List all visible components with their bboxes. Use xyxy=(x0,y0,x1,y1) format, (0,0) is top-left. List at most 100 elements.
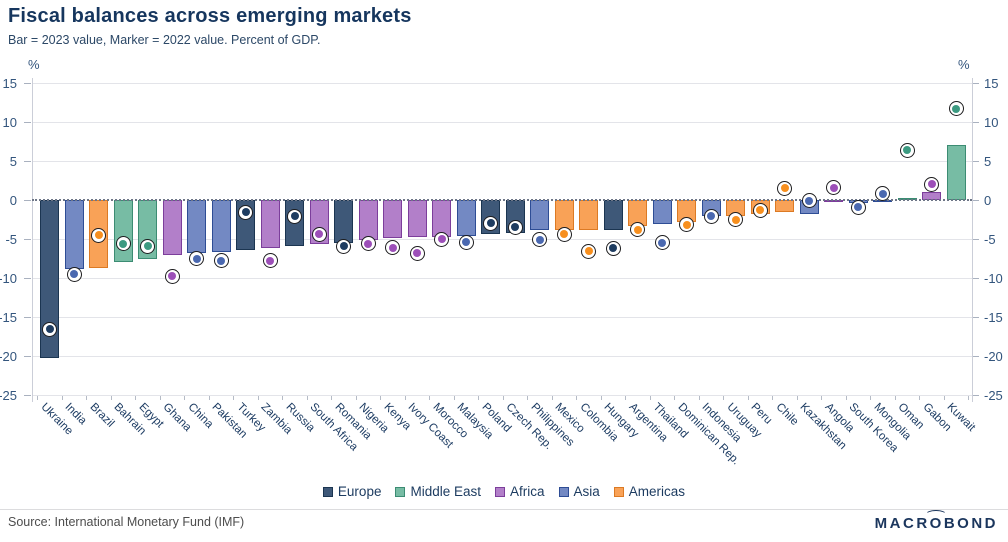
y-tick-label-right: -20 xyxy=(984,349,1003,364)
legend-item-middle-east: Middle East xyxy=(395,484,481,499)
y-tick-left xyxy=(24,239,31,240)
x-axis-tick xyxy=(355,396,357,400)
x-axis-tick xyxy=(257,396,259,400)
y-tick-left xyxy=(24,278,31,279)
y-tick-label-right: 0 xyxy=(984,193,992,208)
bar-kuwait xyxy=(946,145,966,200)
x-axis-tick xyxy=(184,396,185,400)
y-tick-right xyxy=(972,200,979,201)
x-axis-tick xyxy=(919,396,920,400)
chart-subtitle: Bar = 2023 value, Marker = 2022 value. P… xyxy=(8,33,321,47)
y-tick-label-right: 15 xyxy=(984,76,999,91)
marker-india xyxy=(66,266,82,282)
marker-dot xyxy=(413,249,421,258)
marker-nigeria xyxy=(360,236,376,252)
marker-dot xyxy=(192,254,201,263)
x-axis-tick xyxy=(502,396,504,400)
y-tick-left xyxy=(24,122,31,123)
marker-philippines xyxy=(532,232,547,248)
legend-swatch-europe xyxy=(322,486,333,497)
legend-label: Asia xyxy=(573,484,600,499)
marker-dot xyxy=(290,212,299,221)
x-axis-tick xyxy=(649,396,651,400)
marker-dot xyxy=(854,203,862,212)
marker-south-africa xyxy=(311,226,327,242)
x-axis-tick xyxy=(527,396,528,400)
marker-mexico xyxy=(556,226,572,242)
marker-dot xyxy=(535,235,544,244)
marker-dot xyxy=(143,242,152,251)
marker-dot xyxy=(584,247,593,256)
marker-ukraine xyxy=(42,321,57,337)
bar-colombia xyxy=(579,200,598,230)
marker-dot xyxy=(266,256,274,265)
logo-arc-o: O xyxy=(924,510,948,532)
y-tick-label-left: -5 xyxy=(5,232,17,247)
source-text: Source: International Monetary Fund (IMF… xyxy=(8,515,245,529)
marker-gabon xyxy=(924,176,939,192)
marker-uruguay xyxy=(728,212,743,227)
marker-dot xyxy=(731,215,740,224)
x-axis-tick xyxy=(772,396,773,400)
marker-turkey xyxy=(238,204,253,220)
x-axis-tick xyxy=(600,396,602,400)
marker-malaysia xyxy=(458,234,474,250)
y-tick-label-right: 5 xyxy=(984,154,992,169)
x-axis-tick xyxy=(821,396,822,400)
x-axis-tick xyxy=(478,396,479,400)
marker-dot xyxy=(45,325,54,334)
x-axis-tick xyxy=(404,396,406,400)
marker-bahrain xyxy=(115,236,131,252)
x-axis-tick xyxy=(331,396,332,400)
x-axis-tick xyxy=(625,396,626,400)
y-tick-left xyxy=(24,356,31,357)
bar-zambia xyxy=(260,200,280,249)
y-tick-left xyxy=(24,83,31,84)
x-axis-tick xyxy=(576,396,577,400)
x-axis-tick xyxy=(233,396,234,400)
y-tick-right xyxy=(972,317,979,318)
y-tick-left xyxy=(24,395,31,396)
footer-divider xyxy=(0,509,1008,510)
marker-dot xyxy=(437,235,446,243)
legend: Europe Middle East Africa Asia Americas xyxy=(0,484,1008,499)
gridline xyxy=(32,278,972,279)
marker-argentina xyxy=(630,222,645,238)
y-tick-left xyxy=(24,200,31,201)
x-axis-tick xyxy=(698,396,700,400)
x-axis-tick xyxy=(894,396,896,400)
x-axis-tick xyxy=(159,396,161,400)
y-tick-label-left: -15 xyxy=(0,310,17,325)
legend-label: Europe xyxy=(337,484,382,499)
marker-dot xyxy=(388,243,397,252)
x-axis-tick xyxy=(110,396,112,400)
gridline xyxy=(32,239,972,240)
legend-label: Americas xyxy=(628,484,686,499)
gridline xyxy=(32,122,972,123)
y-axis-unit-left: % xyxy=(28,57,40,72)
marker-hungary xyxy=(605,240,621,256)
y-tick-label-left: -20 xyxy=(0,349,17,364)
marker-ivory-coast xyxy=(409,245,425,261)
legend-swatch-africa xyxy=(495,486,506,497)
marker-dot xyxy=(878,189,887,198)
marker-dot xyxy=(805,196,813,205)
y-tick-label-left: 10 xyxy=(2,115,17,130)
legend-swatch-americas xyxy=(613,486,624,497)
x-axis-tick xyxy=(796,396,798,400)
x-axis-tick xyxy=(37,396,38,400)
legend-item-asia: Asia xyxy=(558,484,600,499)
y-tick-label-left: -10 xyxy=(0,271,17,286)
y-axis-line-left xyxy=(32,78,33,402)
y-tick-right xyxy=(972,239,979,240)
x-axis-tick xyxy=(845,396,847,400)
marker-dot xyxy=(927,180,936,189)
y-tick-label-right: 10 xyxy=(984,115,999,130)
marker-dot xyxy=(70,270,78,279)
x-axis-tick xyxy=(282,396,283,400)
x-axis-tick xyxy=(135,396,136,400)
marker-kuwait xyxy=(948,101,964,117)
marker-dot xyxy=(217,256,225,265)
y-axis-line-right xyxy=(972,78,973,402)
marker-south-korea xyxy=(850,199,866,215)
